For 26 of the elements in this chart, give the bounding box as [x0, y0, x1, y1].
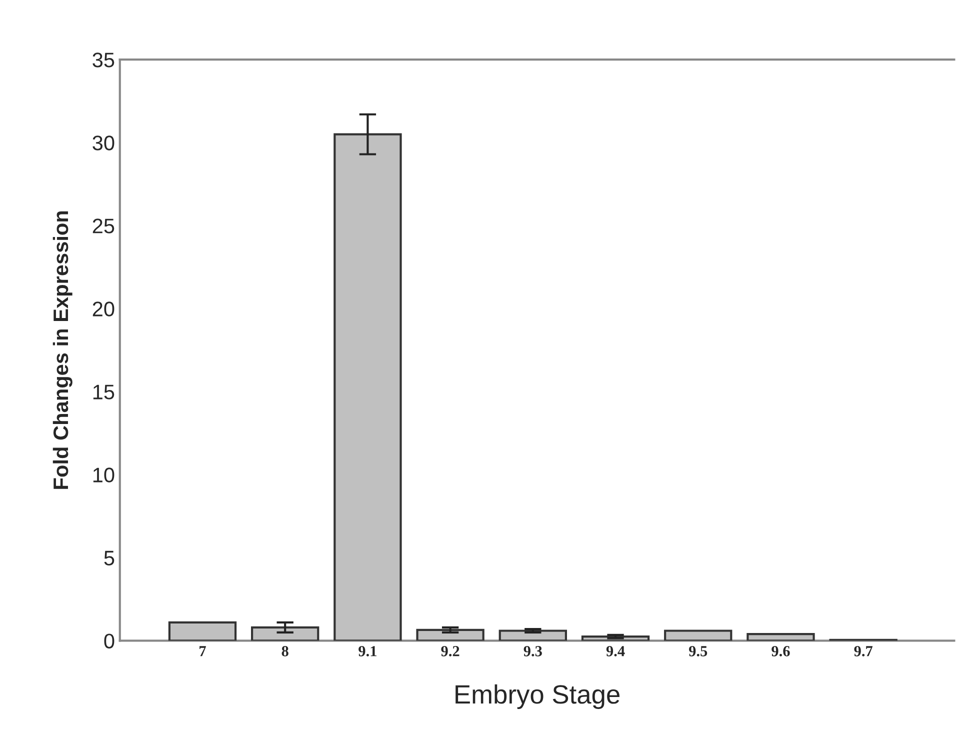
- x-tick-label: 9.3: [524, 646, 542, 656]
- bar: [416, 628, 484, 641]
- y-tick-label: 0: [104, 634, 114, 648]
- x-tick-label: 9.6: [772, 646, 790, 656]
- x-tick-label: 9.7: [854, 646, 873, 656]
- bar: [498, 630, 567, 641]
- bar: [334, 133, 402, 641]
- y-tick-label: 20: [92, 302, 114, 316]
- y-axis-title: Fold Changes in Expression: [52, 211, 72, 489]
- bar: [664, 630, 732, 641]
- x-tick-label: 8: [282, 646, 288, 656]
- y-tick-label: 15: [93, 384, 114, 400]
- y-tick-label: 25: [92, 218, 114, 234]
- y-tick-label: 30: [92, 136, 114, 150]
- y-tick-label: 10: [93, 468, 114, 482]
- x-axis-title: Embryo Stage: [456, 684, 620, 710]
- x-tick-label: 9.5: [688, 646, 708, 656]
- y-tick-label: 5: [104, 550, 114, 566]
- x-tick-label: 9.4: [606, 646, 625, 656]
- x-tick-label: 9.2: [441, 646, 460, 656]
- bar: [746, 633, 815, 641]
- x-tick-label: 7: [200, 646, 206, 656]
- x-tick-label: 9.1: [358, 646, 376, 656]
- bar: [168, 621, 237, 641]
- bar: [251, 626, 320, 641]
- y-tick-label: 35: [92, 52, 114, 68]
